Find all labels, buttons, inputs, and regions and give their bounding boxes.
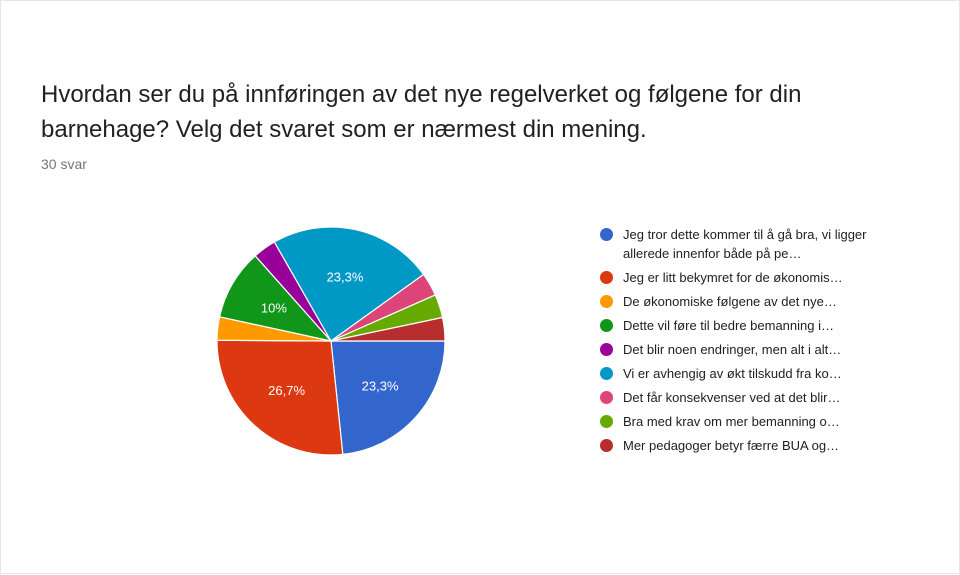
legend-label: Dette vil føre til bedre bemanning i…: [623, 318, 834, 333]
legend-swatch: [600, 319, 613, 332]
legend-swatch: [600, 295, 613, 308]
legend-item-2[interactable]: Jeg er litt bekymret for de økonomis…: [597, 268, 897, 287]
legend-item-4[interactable]: Dette vil føre til bedre bemanning i…: [597, 316, 897, 335]
legend-item-6[interactable]: Vi er avhengig av økt tilskudd fra ko…: [597, 364, 897, 383]
slice-label-6: 23,3%: [327, 269, 364, 284]
response-count: 30 svar: [41, 156, 87, 172]
legend-item-8[interactable]: Bra med krav om mer bemanning o…: [597, 412, 897, 431]
legend-label: De økonomiske følgene av det nye…: [623, 294, 837, 309]
legend-swatch: [600, 228, 613, 241]
legend-swatch: [600, 439, 613, 452]
pie-slice-9[interactable]: [330, 316, 446, 342]
legend-label: Mer pedagoger betyr færre BUA og…: [623, 438, 840, 453]
legend-item-5[interactable]: Det blir noen endringer, men alt i alt…: [597, 340, 897, 359]
legend-label: Jeg tror dette kommer til å gå bra, vi l…: [623, 227, 867, 261]
legend-label: Bra med krav om mer bemanning o…: [623, 414, 840, 429]
pie-slice-4[interactable]: [218, 254, 333, 342]
legend-item-3[interactable]: De økonomiske følgene av det nye…: [597, 292, 897, 311]
pie-slice-6[interactable]: [273, 226, 425, 342]
slice-label-1: 23,3%: [362, 378, 399, 393]
legend-label: Vi er avhengig av økt tilskudd fra ko…: [623, 366, 842, 381]
legend-swatch: [600, 415, 613, 428]
slice-label-2: 26,7%: [268, 383, 305, 398]
legend-label: Jeg er litt bekymret for de økonomis…: [623, 270, 843, 285]
question-title: Hvordan ser du på innføringen av det nye…: [41, 81, 802, 143]
legend: Jeg tror dette kommer til å gå bra, vi l…: [597, 225, 897, 460]
legend-swatch: [600, 391, 613, 404]
legend-item-9[interactable]: Mer pedagoger betyr færre BUA og…: [597, 436, 897, 455]
legend-label: Det blir noen endringer, men alt i alt…: [623, 342, 842, 357]
pie-slice-2[interactable]: [216, 339, 344, 456]
legend-item-7[interactable]: Det får konsekvenser ved at det blir…: [597, 388, 897, 407]
legend-swatch: [600, 367, 613, 380]
legend-swatch: [600, 343, 613, 356]
slice-label-4: 10%: [261, 301, 287, 316]
legend-label: Det får konsekvenser ved at det blir…: [623, 390, 841, 405]
legend-swatch: [600, 271, 613, 284]
legend-item-1[interactable]: Jeg tror dette kommer til å gå bra, vi l…: [597, 225, 897, 263]
pie-slice-1[interactable]: [330, 340, 446, 456]
